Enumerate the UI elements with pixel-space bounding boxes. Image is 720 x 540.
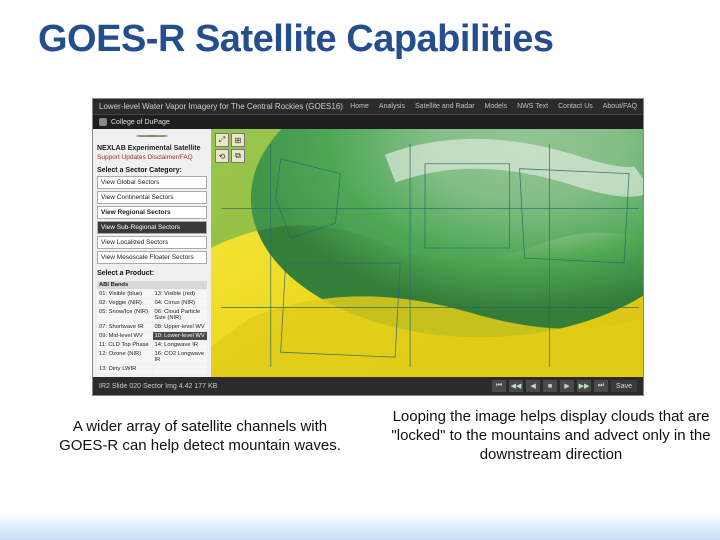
header-title: Lower-level Water Vapor Imagery for The … <box>99 102 350 111</box>
sector-global[interactable]: View Global Sectors <box>97 176 207 189</box>
water-vapor-image <box>211 129 643 377</box>
save-button[interactable]: Save <box>611 380 637 392</box>
prod-13b[interactable]: 13: Dirty LWIR <box>97 365 152 373</box>
sector-regional[interactable]: View Regional Sectors <box>97 206 207 219</box>
anim-stop-icon[interactable]: ■ <box>543 380 557 392</box>
prod-06[interactable]: 06: Cloud Particle Size (NIR) <box>153 308 208 322</box>
app-screenshot: Lower-level Water Vapor Imagery for The … <box>92 98 644 396</box>
prod-11[interactable]: 11: CLD Top Phase <box>97 341 152 349</box>
footer-status: IR2 Slide 020 Sector Img 4.42 177 KB <box>99 383 217 390</box>
map-toolbox: ⤢ ⊞ ⟲ ⧉ <box>215 133 245 163</box>
anim-first-icon[interactable]: ⏮ <box>492 380 506 392</box>
nav-nws[interactable]: NWS Text <box>517 103 548 110</box>
brand-label: College of DuPage <box>111 119 170 126</box>
nav-contact[interactable]: Contact Us <box>558 103 593 110</box>
sector-subregional[interactable]: View Sub-Regional Sectors <box>97 221 207 234</box>
product-grid: ABI Bands 01: Visible (blue) 13: Visible… <box>97 281 207 373</box>
prod-02[interactable]: 02: Veggie (NIR) <box>97 299 152 307</box>
tool-layers-icon[interactable]: ⧉ <box>231 149 245 163</box>
prod-05[interactable]: 05: Snow/Ice (NIR) <box>97 308 152 322</box>
anim-play-icon[interactable]: ▶ <box>560 380 574 392</box>
tool-grid-icon[interactable]: ⊞ <box>231 133 245 147</box>
caption-right: Looping the image helps display clouds t… <box>388 408 714 464</box>
abi-bands-header: ABI Bands <box>97 281 207 289</box>
nav-models[interactable]: Models <box>485 103 508 110</box>
anim-fwd-icon[interactable]: ▶▶ <box>577 380 591 392</box>
prod-08[interactable]: 08: Upper-level WV <box>153 323 208 331</box>
sector-mesoscale[interactable]: View Mesoscale Floater Sectors <box>97 251 207 264</box>
prod-16[interactable]: 16: CO2 Longwave IR <box>153 350 208 364</box>
prod-12[interactable]: 12: Ozone (NIR) <box>97 350 152 364</box>
app-body: NEXLAB Experimental Satellite Support Up… <box>93 129 643 377</box>
slide-title: GOES-R Satellite Capabilities <box>38 18 554 61</box>
prod-07[interactable]: 07: Shortwave IR <box>97 323 152 331</box>
nav-satellite[interactable]: Satellite and Radar <box>415 103 475 110</box>
tool-fullscreen-icon[interactable]: ⤢ <box>215 133 229 147</box>
brand-logo-icon <box>99 118 107 126</box>
nav-about[interactable]: About/FAQ <box>603 103 637 110</box>
sector-localized[interactable]: View Localized Sectors <box>97 236 207 249</box>
sector-continental[interactable]: View Continental Sectors <box>97 191 207 204</box>
prod-01[interactable]: 01: Visible (blue) <box>97 290 152 298</box>
prod-10[interactable]: 10: Lower-level WV <box>153 332 208 340</box>
bottom-accent <box>0 514 720 540</box>
anim-back-icon[interactable]: ◀ <box>526 380 540 392</box>
prod-empty <box>153 365 208 373</box>
nav-home[interactable]: Home <box>350 103 369 110</box>
prod-13a[interactable]: 13: Visible (red) <box>153 290 208 298</box>
brand-bar: College of DuPage <box>93 115 643 129</box>
slide-root: GOES-R Satellite Capabilities Lower-leve… <box>0 0 720 540</box>
prod-09[interactable]: 09: Mid-level WV <box>97 332 152 340</box>
header-nav: Home Analysis Satellite and Radar Models… <box>350 103 637 110</box>
caption-left: A wider array of satellite channels with… <box>48 418 352 456</box>
nexlab-logo-icon <box>136 135 168 137</box>
nav-analysis[interactable]: Analysis <box>379 103 405 110</box>
anim-last-icon[interactable]: ⏭ <box>594 380 608 392</box>
app-header: Lower-level Water Vapor Imagery for The … <box>93 99 643 115</box>
app-footer: IR2 Slide 020 Sector Img 4.42 177 KB ⏮ ◀… <box>93 377 643 395</box>
product-label: Select a Product: <box>97 270 207 277</box>
prod-04[interactable]: 04: Cirrus (NIR) <box>153 299 208 307</box>
sidebar: NEXLAB Experimental Satellite Support Up… <box>93 129 211 377</box>
tool-reload-icon[interactable]: ⟲ <box>215 149 229 163</box>
anim-prev-icon[interactable]: ◀◀ <box>509 380 523 392</box>
support-links[interactable]: Support Updates Disclaimer/FAQ <box>97 154 207 161</box>
prod-14[interactable]: 14: Longwave IR <box>153 341 208 349</box>
map-area[interactable]: ⤢ ⊞ ⟲ ⧉ <box>211 129 643 377</box>
sector-category-label: Select a Sector Category: <box>97 167 207 174</box>
experimental-label: NEXLAB Experimental Satellite <box>97 145 207 152</box>
